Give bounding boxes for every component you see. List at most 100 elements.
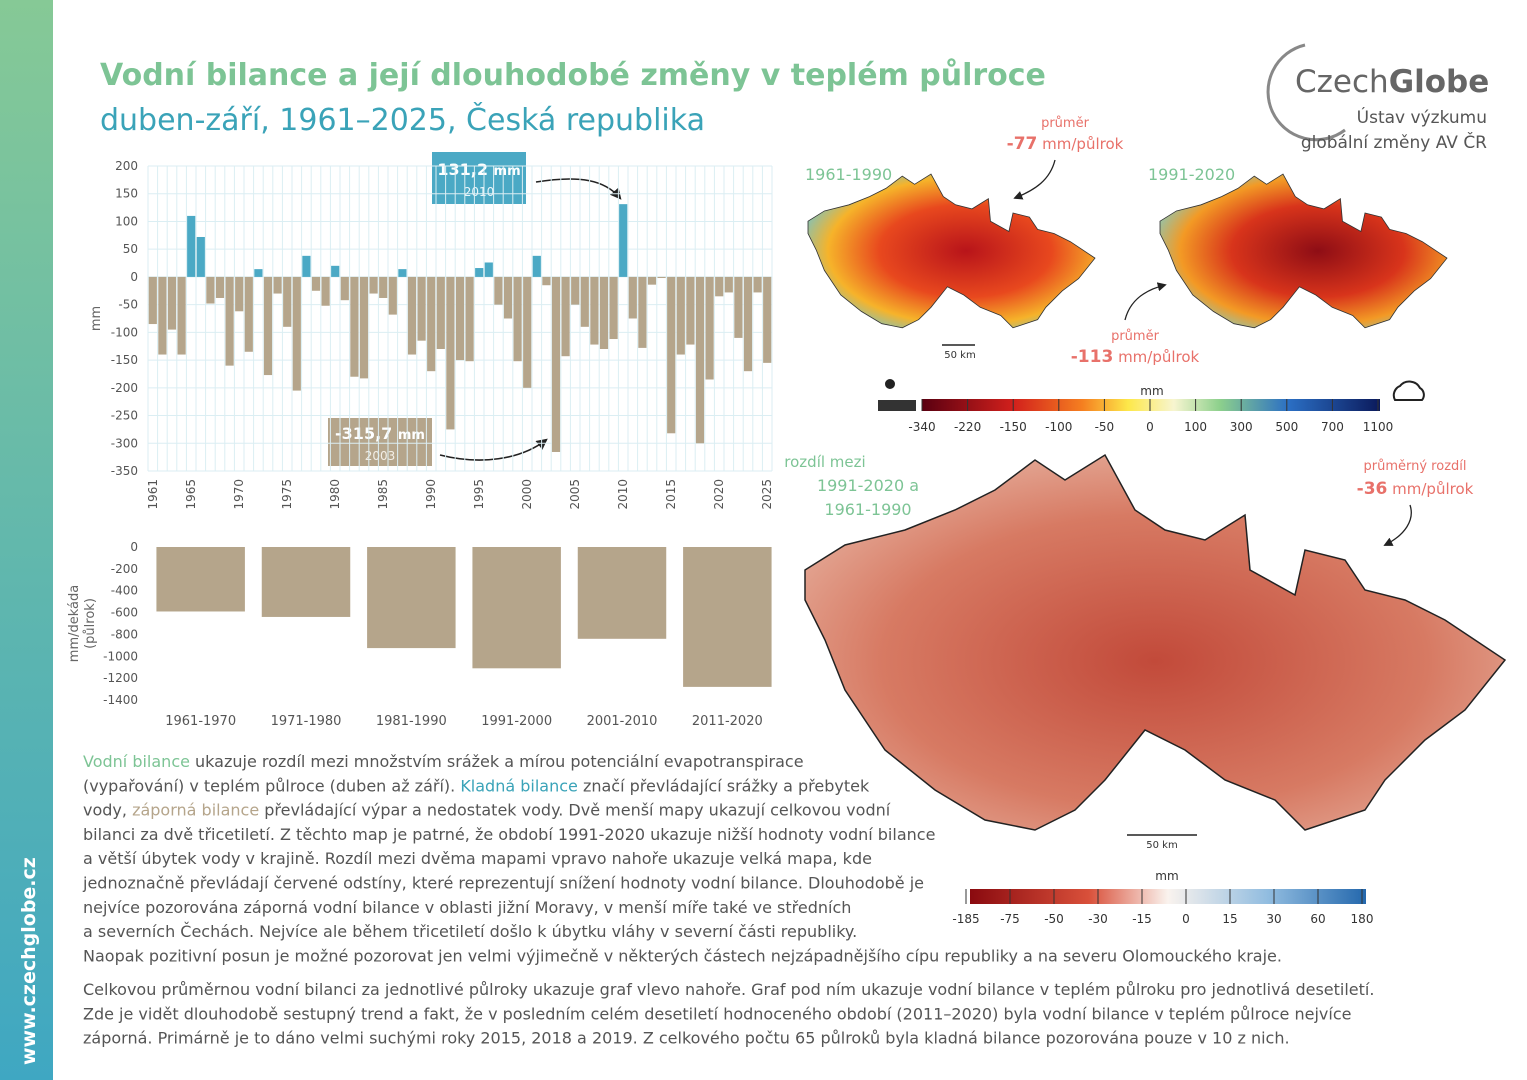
y-tick-label: 0 [130,270,138,284]
sidebar [0,0,53,1080]
bar [683,547,772,687]
title: Vodní bilance a její dlouhodobé změny v … [100,57,1046,93]
bar [484,262,493,277]
bar [261,547,351,617]
x-tick-label: 1965 [184,479,198,510]
paragraph-line: záporná. Primárně je to dáno velmi suchý… [83,1029,1290,1048]
bar [369,276,378,294]
colorbar-label: 0 [1182,912,1190,926]
y-tick-label: 200 [115,159,138,173]
paragraph-line: Naopak pozitivní posun je možné pozorova… [83,946,1282,965]
bar [724,276,733,293]
text-segment: Naopak pozitivní posun je možné pozorova… [83,946,1282,965]
annotation-year: 2003 [365,449,396,463]
bar [571,276,580,305]
bar [763,276,772,363]
paragraph-line: Zde je vidět dlouhodobě sestupný trend a… [83,1004,1351,1023]
y-tick-label: -400 [111,584,138,598]
y-axis-label: (půlrok) [83,598,98,649]
bar [580,276,589,327]
x-tick-label: 2020 [712,479,726,510]
x-tick-label: 2011-2020 [692,714,763,729]
colorbar-unit: mm [1155,869,1178,883]
bar [599,276,609,349]
bar [705,276,714,380]
colorbar-label: -30 [1088,912,1108,926]
bar [609,276,618,340]
bar [513,276,522,362]
diff-label: 1961-1990 [824,500,911,519]
bar [215,276,225,298]
bar [590,276,599,345]
bar [417,276,426,341]
annotation-value: -315,7 [335,424,392,443]
bar [398,269,407,277]
bar [427,276,436,372]
bar [148,276,157,325]
colorbar [922,399,1380,411]
y-tick-label: 50 [123,242,138,256]
x-tick-label: 2005 [568,479,582,510]
annotation-unit: mm [398,428,425,443]
bar [331,265,340,277]
map-mean-label: průměrný rozdíl [1364,459,1467,474]
bar [177,276,186,355]
logo-line: Ústav výzkumu [1357,106,1487,128]
colorbar-label: -220 [954,420,981,434]
x-tick-label: 2025 [760,479,774,510]
bar [446,276,455,430]
y-tick-label: 150 [115,187,138,201]
bar [167,276,177,330]
x-tick-label: 1985 [376,479,390,510]
bar [273,276,282,294]
paragraph-line: a větší úbytek vody v krajině. Rozdíl me… [83,849,872,868]
x-tick-label: 2015 [664,479,678,510]
bar [647,276,657,285]
bar [753,276,762,293]
text-segment: a větší úbytek vody v krajině. Rozdíl me… [83,849,872,868]
map-mean: -36 mm/půlrok [1357,479,1474,499]
colorbar-label: 1100 [1363,420,1394,434]
map-arrow [1013,159,1056,200]
x-tick-label: 1990 [424,479,438,510]
bar [158,276,167,355]
x-tick-label: 2000 [520,479,534,510]
dry-icon [878,400,916,411]
bar [523,276,532,388]
colorbar-label: -100 [1045,420,1072,434]
bar [628,276,637,319]
colorbar-label: 100 [1184,420,1207,434]
x-tick-label: 1970 [232,479,246,510]
paragraph-line: vody, záporná bilance převládající výpar… [83,801,891,820]
text-segment: značí převládající srážky a přebytek [578,776,870,795]
bar [561,276,570,357]
logo-name-bold: Globe [1389,64,1490,100]
bar [532,255,541,277]
scale-label: 50 km [944,350,975,361]
map-mean-value: -36 [1357,479,1388,499]
annotation-arrow [439,438,548,461]
scale-label: 50 km [1146,840,1177,851]
bar [715,276,724,297]
bar [225,276,234,366]
text-segment: Celkovou průměrnou vodní bilanci za jedn… [83,980,1374,999]
y-tick-label: 100 [115,214,138,228]
bar [350,276,359,377]
text-segment: Vodní bilance [83,752,190,771]
y-tick-label: -1400 [103,693,138,707]
text-segment: a severních Čechách. Nejvíce ale během t… [83,922,857,941]
sidebar-url[interactable]: www.czechglobe.cz [18,857,40,1065]
bar [676,276,685,355]
y-tick-label: -200 [111,381,138,395]
text-segment: záporná. Primárně je to dáno velmi suchý… [83,1029,1290,1048]
bar [340,276,349,301]
paragraph-line: Celkovou průměrnou vodní bilanci za jedn… [83,980,1374,999]
map-mean-label: průměr [1041,116,1089,131]
bar [494,276,503,305]
colorbar-label: -75 [1000,912,1020,926]
text-segment: nejvíce pozorována záporná vodní bilance… [83,898,851,917]
bar [379,276,388,298]
x-tick-label: 1971-1980 [271,714,342,729]
bar [695,276,705,444]
annotation-unit: mm [494,164,521,179]
